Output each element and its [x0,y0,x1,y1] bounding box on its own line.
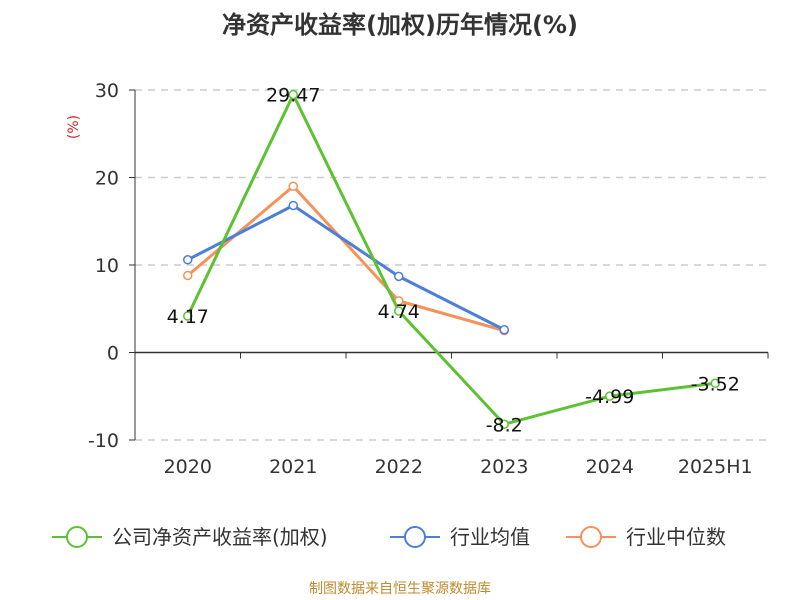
data-point[interactable] [183,311,193,321]
series-layer [183,89,720,429]
data-point[interactable] [394,271,404,282]
data-point[interactable] [183,255,193,265]
gridlines [135,89,768,441]
y-tick-label: 30 [95,80,119,102]
data-point[interactable] [288,181,298,191]
legend-label: 行业中位数 [626,525,726,549]
data-point[interactable] [288,89,298,100]
legend-item[interactable]: 行业均值 [390,525,530,549]
source-note: 制图数据来自恒生聚源数据库 [309,581,491,597]
data-point[interactable] [183,270,193,281]
data-label: 29.47 [266,85,320,107]
y-tick-label: 0 [107,343,119,365]
data-point[interactable] [499,325,509,335]
data-point[interactable] [394,306,404,316]
x-tick-label: 2020 [164,456,212,478]
legend-marker [66,526,88,548]
data-label: -3.52 [691,373,740,395]
data-point[interactable] [499,419,509,429]
legend-item[interactable]: 公司净资产收益率(加权) [52,525,328,549]
x-tick-label: 2022 [375,456,423,478]
y-tick-label: 20 [95,168,119,190]
legend-label: 公司净资产收益率(加权) [112,525,328,549]
data-labels: 4.17 29.47 4.74 -8.2 -4.99 -3.52 [167,85,740,437]
chart-title: 净资产收益率(加权)历年情况(%) [222,11,578,39]
y-tick-label: -10 [88,430,119,452]
x-tick-label: 2025H1 [678,456,753,478]
legend-marker [404,526,426,548]
data-point[interactable] [605,391,615,401]
x-tick-label: 2024 [586,456,634,478]
series-line [186,93,716,426]
data-label: 4.74 [378,301,420,323]
data-point[interactable] [288,200,298,211]
data-label: 4.17 [167,306,209,328]
axes: 30 20 10 0 -10 2020 2021 2022 2023 2024 2025H1 [88,80,769,478]
y-axis-unit: (%) [66,115,82,139]
x-tick-label: 2023 [480,456,528,478]
series-line [186,184,505,333]
y-tick-label: 10 [95,255,119,277]
legend-marker [580,526,602,548]
legend-item[interactable]: 行业中位数 [566,525,726,549]
series-line [187,204,505,332]
data-point[interactable] [710,378,720,389]
data-label: -8.2 [486,414,523,436]
data-label: -4.99 [585,386,634,408]
x-tick-label: 2021 [269,456,317,478]
legend-label: 行业均值 [450,525,530,549]
legend[interactable]: 公司净资产收益率(加权) 行业均值 行业中位数 [52,525,726,549]
